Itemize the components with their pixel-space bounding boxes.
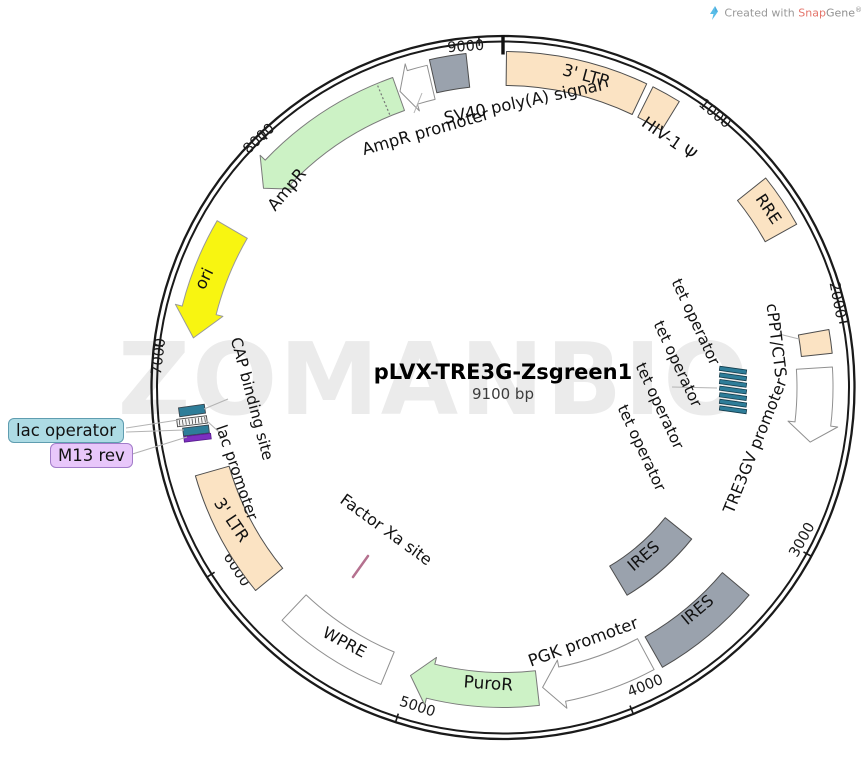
feature-rre[interactable] [737,177,798,243]
feature-wpre[interactable] [281,594,395,685]
tick-label-2000: 2000 [826,281,849,320]
feature-lac-promoter-block[interactable] [176,415,208,428]
tick-9000 [478,37,481,46]
callout-m13-rev[interactable]: M13 rev [50,443,133,468]
feature-tet-operator-1[interactable] [718,365,748,375]
tick-label-9000: 9000 [447,38,485,57]
feature-puror[interactable] [410,656,540,708]
plasmid-name: pLVX-TRE3G-Zsgreen1 [373,360,633,384]
tick-7000 [154,344,164,347]
credit-line: Created with SnapGene® [708,6,862,20]
lac-promoter-block-hatch [178,420,181,426]
label-hiv1-psi[interactable]: HIV-1 Ψ [638,113,700,164]
snapgene-logo-icon [710,6,719,20]
cap-binding-site-block-rect[interactable] [177,403,207,418]
credit-brand-snap: Snap [798,6,826,20]
feature-tet-operator-6[interactable] [718,398,748,408]
feature-ori[interactable] [174,220,248,339]
feature-tet-operator-7[interactable] [718,405,748,415]
tick-3000 [803,551,812,557]
tick-1000 [720,116,728,124]
feature-m13-rev-block[interactable] [183,432,212,443]
feature-ires-b[interactable] [644,572,750,668]
leader-ampr-prom [413,92,423,114]
lac-promoter-block-hatch [185,419,187,425]
feature-pgk-promoter[interactable] [542,638,655,709]
feature-cap-binding-site-block[interactable] [177,403,207,418]
lac-operator-block-rect[interactable] [182,424,210,437]
leader-m13 [125,436,188,457]
feature-hiv1-psi[interactable] [637,86,680,131]
tick-8000 [260,132,268,140]
lac-promoter-block-hatch [197,417,200,424]
lac-promoter-block-hatch [191,418,193,424]
feature-ires-a[interactable] [609,517,693,596]
tick-2000 [839,320,848,324]
label-puror[interactable]: PuroR [463,672,514,695]
feature-factor-xa-site-marker[interactable] [351,554,370,579]
feature-tre3gv-promoter[interactable] [787,366,839,443]
tick-label-7000: 7000 [149,337,169,376]
label-factor-xa-site[interactable]: Factor Xa site [337,490,436,569]
leader-lac-prom [206,420,220,433]
feature-tet-operator-2[interactable] [718,372,748,382]
leader-tet [671,386,718,389]
tick-label-1000: 1000 [695,96,734,132]
credit-registered-mark: ® [855,6,862,15]
lac-promoter-block-hatch [182,419,184,426]
leader-lac-op-1 [125,419,179,429]
tick-5000 [394,713,400,722]
feature-ampr[interactable] [259,77,405,190]
feature-ltr3-bottom[interactable] [194,465,284,591]
watermark-text: ZOMANBIO [117,321,751,438]
leader-cap [203,398,229,410]
callout-lac-operator[interactable]: lac operator [8,418,124,443]
feature-tet-operator-5[interactable] [718,392,748,402]
m13-rev-block-rect[interactable] [183,432,212,443]
feature-ampr-promoter[interactable] [399,63,436,112]
leader-cppt [778,333,800,340]
feature-ampr-divider [376,84,391,115]
feature-ltr3-top[interactable] [505,51,648,115]
label-cppt-cts[interactable]: cPPT/CTS [762,302,790,378]
plasmid-size: 9100 bp [471,385,534,403]
tick-4000 [629,705,634,714]
tick-6000 [206,571,216,578]
feature-tet-operator-3[interactable] [718,378,748,388]
credit-brand-gene: Gene [825,6,855,20]
feature-tet-operator-4[interactable] [718,385,748,395]
lac-promoter-block-hatch [201,417,203,423]
credit-prefix: Created with [724,6,799,20]
plasmid-title-block: pLVX-TRE3G-Zsgreen1 9100 bp [374,360,632,403]
lac-promoter-block-hatch [188,418,190,425]
feature-lac-operator-block[interactable] [182,424,210,437]
lac-promoter-block-hatch [194,418,197,424]
feature-cppt-cts[interactable] [797,329,833,357]
leader-lac-op-2 [125,429,185,433]
feature-sv40-polya[interactable] [428,53,471,94]
lac-promoter-block-hatch [204,416,206,423]
